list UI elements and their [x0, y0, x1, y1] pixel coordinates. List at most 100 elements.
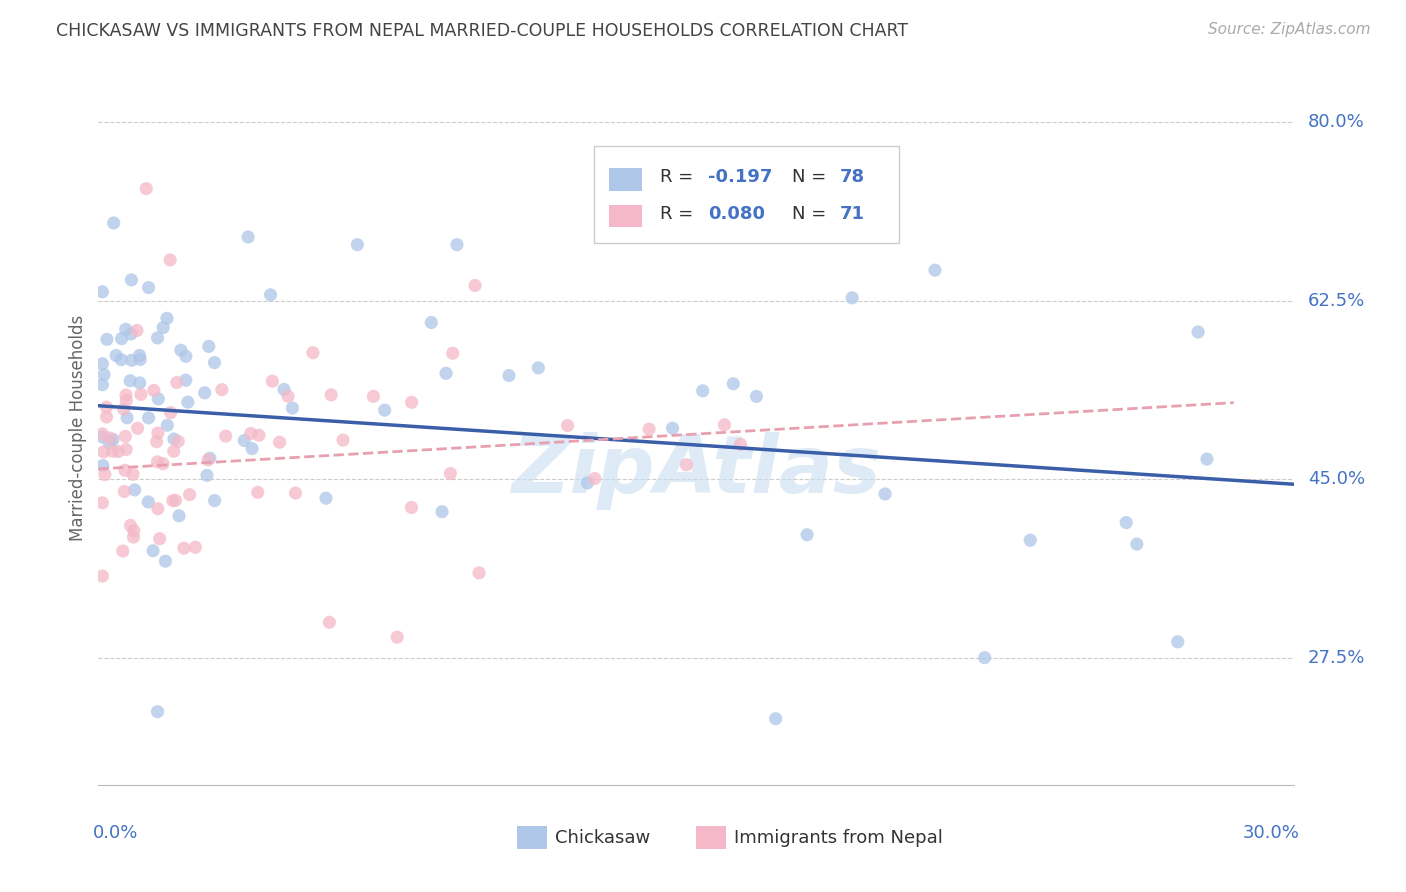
Text: Chickasaw: Chickasaw	[555, 830, 650, 847]
Point	[179, 488, 201, 502]
Point	[112, 484, 135, 499]
Point	[197, 339, 219, 353]
Point	[796, 527, 818, 541]
Point	[163, 444, 186, 458]
Point	[1115, 516, 1137, 530]
Point	[111, 544, 134, 558]
Point	[281, 401, 304, 415]
Point	[204, 356, 226, 370]
Text: 62.5%: 62.5%	[1308, 292, 1365, 310]
Point	[765, 712, 787, 726]
Point	[170, 343, 193, 358]
Text: R =: R =	[661, 205, 699, 223]
Point	[177, 395, 200, 409]
Point	[277, 389, 299, 403]
Point	[363, 389, 385, 403]
Point	[101, 433, 124, 447]
Point	[138, 410, 160, 425]
Point	[318, 615, 340, 630]
Y-axis label: Married-couple Households: Married-couple Households	[69, 315, 87, 541]
FancyBboxPatch shape	[517, 826, 547, 849]
Point	[115, 393, 138, 408]
Point	[195, 468, 218, 483]
Point	[332, 433, 354, 447]
Point	[135, 181, 157, 195]
Point	[159, 252, 181, 267]
Point	[692, 384, 714, 398]
Point	[211, 383, 233, 397]
Point	[841, 291, 863, 305]
Point	[745, 389, 768, 403]
Point	[374, 403, 396, 417]
Point	[583, 471, 606, 485]
Text: 80.0%: 80.0%	[1308, 113, 1365, 131]
Point	[128, 376, 150, 390]
Point	[346, 237, 368, 252]
Point	[439, 467, 461, 481]
Point	[142, 384, 165, 398]
Point	[723, 376, 745, 391]
Point	[557, 418, 579, 433]
Point	[1187, 325, 1209, 339]
Point	[91, 357, 114, 371]
Point	[1019, 533, 1042, 548]
Point	[446, 237, 468, 252]
Point	[152, 320, 174, 334]
Point	[236, 230, 259, 244]
Point	[96, 409, 118, 424]
Text: 27.5%: 27.5%	[1308, 648, 1365, 666]
Point	[924, 263, 946, 277]
Point	[246, 485, 269, 500]
Point	[468, 566, 491, 580]
Point	[91, 377, 114, 392]
Text: CHICKASAW VS IMMIGRANTS FROM NEPAL MARRIED-COUPLE HOUSEHOLDS CORRELATION CHART: CHICKASAW VS IMMIGRANTS FROM NEPAL MARRI…	[56, 22, 908, 40]
Point	[247, 428, 270, 442]
Point	[527, 360, 550, 375]
Point	[156, 311, 179, 326]
Text: Immigrants from Nepal: Immigrants from Nepal	[734, 830, 943, 847]
Point	[112, 402, 135, 417]
Point	[159, 406, 181, 420]
Point	[385, 630, 409, 644]
Point	[114, 322, 136, 336]
Text: 30.0%: 30.0%	[1243, 824, 1299, 842]
FancyBboxPatch shape	[595, 146, 900, 243]
Point	[110, 352, 132, 367]
Point	[115, 388, 138, 402]
Point	[233, 434, 256, 448]
Point	[148, 392, 170, 406]
Point	[91, 569, 114, 583]
Text: R =: R =	[661, 168, 699, 186]
Text: Source: ZipAtlas.com: Source: ZipAtlas.com	[1208, 22, 1371, 37]
Point	[120, 326, 142, 341]
Point	[93, 368, 115, 382]
FancyBboxPatch shape	[696, 826, 725, 849]
Point	[146, 425, 169, 440]
Point	[127, 421, 149, 435]
Point	[96, 400, 118, 414]
Text: ZipAtlas: ZipAtlas	[510, 432, 882, 510]
Point	[167, 508, 190, 523]
Point	[434, 366, 457, 380]
Point	[91, 496, 114, 510]
Point	[124, 483, 146, 497]
Point	[173, 541, 195, 556]
Point	[155, 554, 177, 568]
Text: 0.080: 0.080	[709, 205, 765, 223]
Point	[163, 432, 186, 446]
Point	[321, 388, 343, 402]
Point	[105, 349, 128, 363]
Point	[128, 349, 150, 363]
Point	[167, 434, 190, 449]
FancyBboxPatch shape	[609, 169, 643, 191]
Text: 0.0%: 0.0%	[93, 824, 138, 842]
Point	[401, 395, 423, 409]
Point	[166, 376, 188, 390]
Point	[198, 451, 221, 466]
Point	[259, 288, 281, 302]
Point	[184, 541, 207, 555]
Point	[122, 467, 145, 482]
Point	[713, 417, 735, 432]
Point	[93, 445, 115, 459]
Point	[129, 387, 152, 401]
